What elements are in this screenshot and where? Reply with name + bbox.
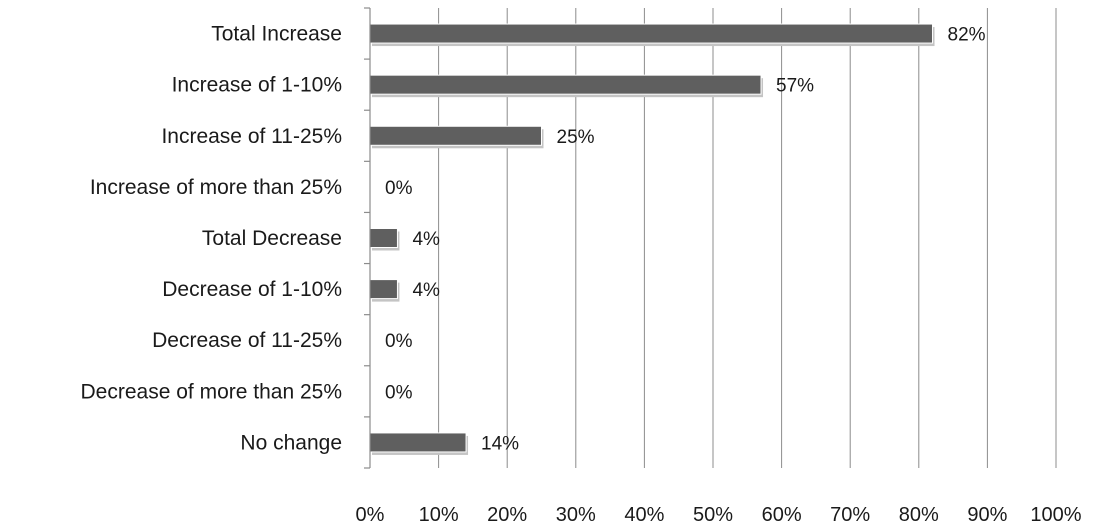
bar bbox=[369, 23, 934, 44]
data-label: 14% bbox=[481, 433, 519, 454]
bar bbox=[369, 279, 398, 300]
x-tick-label: 40% bbox=[624, 504, 664, 526]
x-tick-label: 0% bbox=[356, 504, 385, 526]
x-tick-labels: 0% 10% 20% 30% 40% 50% 60% 70% 80% 90% 100% bbox=[356, 504, 1082, 526]
data-label: 25% bbox=[557, 127, 595, 148]
category-label: No change bbox=[240, 431, 342, 454]
category-label: Decrease of 11-25% bbox=[152, 329, 342, 352]
category-label: Increase of 11-25% bbox=[161, 125, 342, 148]
x-tick-label: 20% bbox=[487, 504, 527, 526]
category-labels: Total Increase Increase of 1-10% Increase … bbox=[81, 23, 342, 455]
x-tick-label: 30% bbox=[556, 504, 596, 526]
category-label: Total Increase bbox=[211, 23, 342, 46]
category-label: Decrease of more than 25% bbox=[81, 380, 342, 403]
data-label: 0% bbox=[385, 178, 413, 199]
x-tick-label: 90% bbox=[967, 504, 1007, 526]
data-label: 57% bbox=[776, 76, 814, 97]
bar bbox=[369, 125, 542, 146]
category-label: Decrease of 1-10% bbox=[162, 278, 342, 301]
data-label: 4% bbox=[412, 280, 440, 301]
data-label: 0% bbox=[385, 331, 413, 352]
data-labels: 82% 57% 25% 0% 4% 4% 0% 0% 14% bbox=[385, 25, 986, 455]
category-label: Increase of more than 25% bbox=[90, 176, 342, 199]
data-label: 82% bbox=[948, 25, 986, 46]
x-tick-label: 50% bbox=[693, 504, 733, 526]
category-label: Increase of 1-10% bbox=[172, 74, 342, 97]
y-axis bbox=[364, 7, 371, 469]
bar bbox=[369, 228, 398, 248]
x-tick-label: 10% bbox=[419, 504, 459, 526]
x-tick-label: 100% bbox=[1030, 504, 1081, 526]
data-label: 0% bbox=[385, 382, 413, 403]
x-tick-label: 70% bbox=[830, 504, 870, 526]
x-tick-label: 60% bbox=[762, 504, 802, 526]
data-label: 4% bbox=[412, 229, 440, 250]
x-tick-label: 80% bbox=[899, 504, 939, 526]
bar bbox=[369, 74, 762, 95]
bar bbox=[369, 432, 467, 453]
category-label: Total Decrease bbox=[202, 227, 342, 250]
